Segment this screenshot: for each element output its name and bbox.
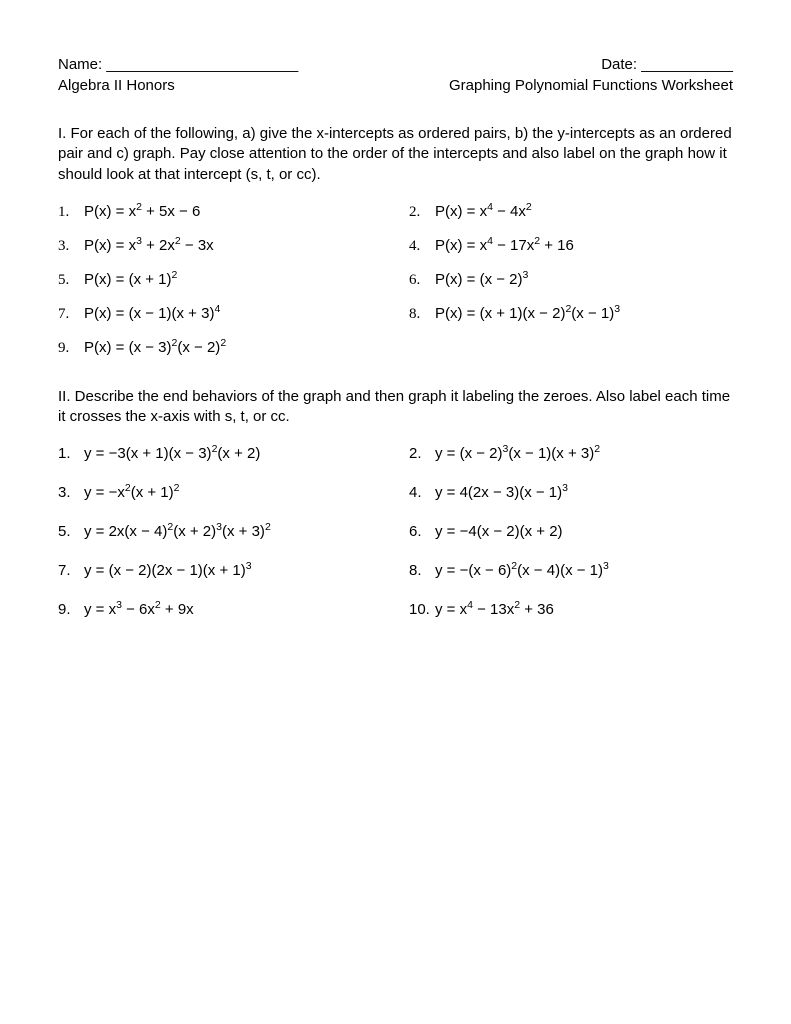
problem-s2-10: 10.y = x4 − 13x2 + 36 <box>409 601 733 618</box>
problem-8: 8.P(x) = (x + 1)(x − 2)2(x − 1)3 <box>409 305 733 323</box>
problem-number: 7. <box>58 562 80 579</box>
equation: P(x) = x3 + 2x2 − 3x <box>84 237 214 254</box>
equation: y = (x − 2)3(x − 1)(x + 3)2 <box>435 445 600 462</box>
problem-number: 6. <box>409 523 431 540</box>
problem-row: 1.P(x) = x2 + 5x − 6 2.P(x) = x4 − 4x2 <box>58 203 733 221</box>
problem-3: 3.P(x) = x3 + 2x2 − 3x <box>58 237 409 255</box>
name-field: Name: _______________________ <box>58 54 298 75</box>
problem-row: 9.y = x3 − 6x2 + 9x 10.y = x4 − 13x2 + 3… <box>58 601 733 618</box>
problem-6: 6.P(x) = (x − 2)3 <box>409 271 733 289</box>
problem-number: 3. <box>58 484 80 501</box>
problem-s2-6: 6.y = −4(x − 2)(x + 2) <box>409 523 733 540</box>
problem-s2-5: 5.y = 2x(x − 4)2(x + 2)3(x + 3)2 <box>58 523 409 540</box>
subheader-row: Algebra II Honors Graphing Polynomial Fu… <box>58 75 733 96</box>
problem-number: 1. <box>58 204 84 221</box>
section1-instructions: I. For each of the following, a) give th… <box>58 124 733 185</box>
problem-empty <box>409 339 733 357</box>
problem-s2-9: 9.y = x3 − 6x2 + 9x <box>58 601 409 618</box>
equation: y = 2x(x − 4)2(x + 2)3(x + 3)2 <box>84 523 271 540</box>
equation: y = −4(x − 2)(x + 2) <box>435 523 563 540</box>
equation: y = −(x − 6)2(x − 4)(x − 1)3 <box>435 562 609 579</box>
equation: y = 4(2x − 3)(x − 1)3 <box>435 484 568 501</box>
problem-row: 5.P(x) = (x + 1)2 6.P(x) = (x − 2)3 <box>58 271 733 289</box>
equation: P(x) = x4 − 4x2 <box>435 203 532 220</box>
problem-4: 4.P(x) = x4 − 17x2 + 16 <box>409 237 733 255</box>
problem-5: 5.P(x) = (x + 1)2 <box>58 271 409 289</box>
problem-number: 8. <box>409 562 431 579</box>
section1-problems: 1.P(x) = x2 + 5x − 6 2.P(x) = x4 − 4x2 3… <box>58 203 733 357</box>
date-field: Date: ___________ <box>601 54 733 75</box>
problem-number: 9. <box>58 601 80 618</box>
section2-instructions: II. Describe the end behaviors of the gr… <box>58 387 733 428</box>
problem-9: 9.P(x) = (x − 3)2(x − 2)2 <box>58 339 409 357</box>
problem-s2-1: 1.y = −3(x + 1)(x − 3)2(x + 2) <box>58 445 409 462</box>
problem-number: 5. <box>58 272 84 289</box>
worksheet-page: Name: _______________________ Date: ____… <box>0 0 791 658</box>
header-row: Name: _______________________ Date: ____… <box>58 54 733 75</box>
problem-number: 2. <box>409 445 431 462</box>
problem-number: 3. <box>58 238 84 255</box>
problem-s2-8: 8.y = −(x − 6)2(x − 4)(x − 1)3 <box>409 562 733 579</box>
equation: P(x) = (x − 3)2(x − 2)2 <box>84 339 226 356</box>
equation: P(x) = (x + 1)(x − 2)2(x − 1)3 <box>435 305 620 322</box>
problem-s2-2: 2.y = (x − 2)3(x − 1)(x + 3)2 <box>409 445 733 462</box>
problem-s2-3: 3.y = −x2(x + 1)2 <box>58 484 409 501</box>
course-name: Algebra II Honors <box>58 75 175 96</box>
equation: P(x) = (x + 1)2 <box>84 271 177 288</box>
problem-7: 7.P(x) = (x − 1)(x + 3)4 <box>58 305 409 323</box>
problem-row: 3.y = −x2(x + 1)2 4.y = 4(2x − 3)(x − 1)… <box>58 484 733 501</box>
problem-number: 6. <box>409 272 435 289</box>
problem-number: 2. <box>409 204 435 221</box>
problem-s2-7: 7.y = (x − 2)(2x − 1)(x + 1)3 <box>58 562 409 579</box>
problem-row: 7.P(x) = (x − 1)(x + 3)4 8.P(x) = (x + 1… <box>58 305 733 323</box>
equation: y = −x2(x + 1)2 <box>84 484 179 501</box>
problem-number: 5. <box>58 523 80 540</box>
problem-row: 9.P(x) = (x − 3)2(x − 2)2 <box>58 339 733 357</box>
equation: P(x) = (x − 1)(x + 3)4 <box>84 305 220 322</box>
problem-number: 10. <box>409 601 431 618</box>
equation: P(x) = x4 − 17x2 + 16 <box>435 237 574 254</box>
problem-1: 1.P(x) = x2 + 5x − 6 <box>58 203 409 221</box>
problem-row: 3.P(x) = x3 + 2x2 − 3x 4.P(x) = x4 − 17x… <box>58 237 733 255</box>
equation: y = x4 − 13x2 + 36 <box>435 601 554 618</box>
problem-number: 4. <box>409 484 431 501</box>
equation: y = −3(x + 1)(x − 3)2(x + 2) <box>84 445 260 462</box>
equation: P(x) = (x − 2)3 <box>435 271 528 288</box>
problem-number: 1. <box>58 445 80 462</box>
equation: P(x) = x2 + 5x − 6 <box>84 203 200 220</box>
problem-row: 7.y = (x − 2)(2x − 1)(x + 1)3 8.y = −(x … <box>58 562 733 579</box>
problem-row: 5.y = 2x(x − 4)2(x + 2)3(x + 3)2 6.y = −… <box>58 523 733 540</box>
worksheet-title: Graphing Polynomial Functions Worksheet <box>449 75 733 96</box>
problem-number: 8. <box>409 306 435 323</box>
equation: y = x3 − 6x2 + 9x <box>84 601 194 618</box>
section2-problems: 1.y = −3(x + 1)(x − 3)2(x + 2) 2.y = (x … <box>58 445 733 618</box>
problem-number: 7. <box>58 306 84 323</box>
problem-row: 1.y = −3(x + 1)(x − 3)2(x + 2) 2.y = (x … <box>58 445 733 462</box>
problem-number: 4. <box>409 238 435 255</box>
problem-2: 2.P(x) = x4 − 4x2 <box>409 203 733 221</box>
problem-s2-4: 4.y = 4(2x − 3)(x − 1)3 <box>409 484 733 501</box>
equation: y = (x − 2)(2x − 1)(x + 1)3 <box>84 562 252 579</box>
problem-number: 9. <box>58 340 84 357</box>
